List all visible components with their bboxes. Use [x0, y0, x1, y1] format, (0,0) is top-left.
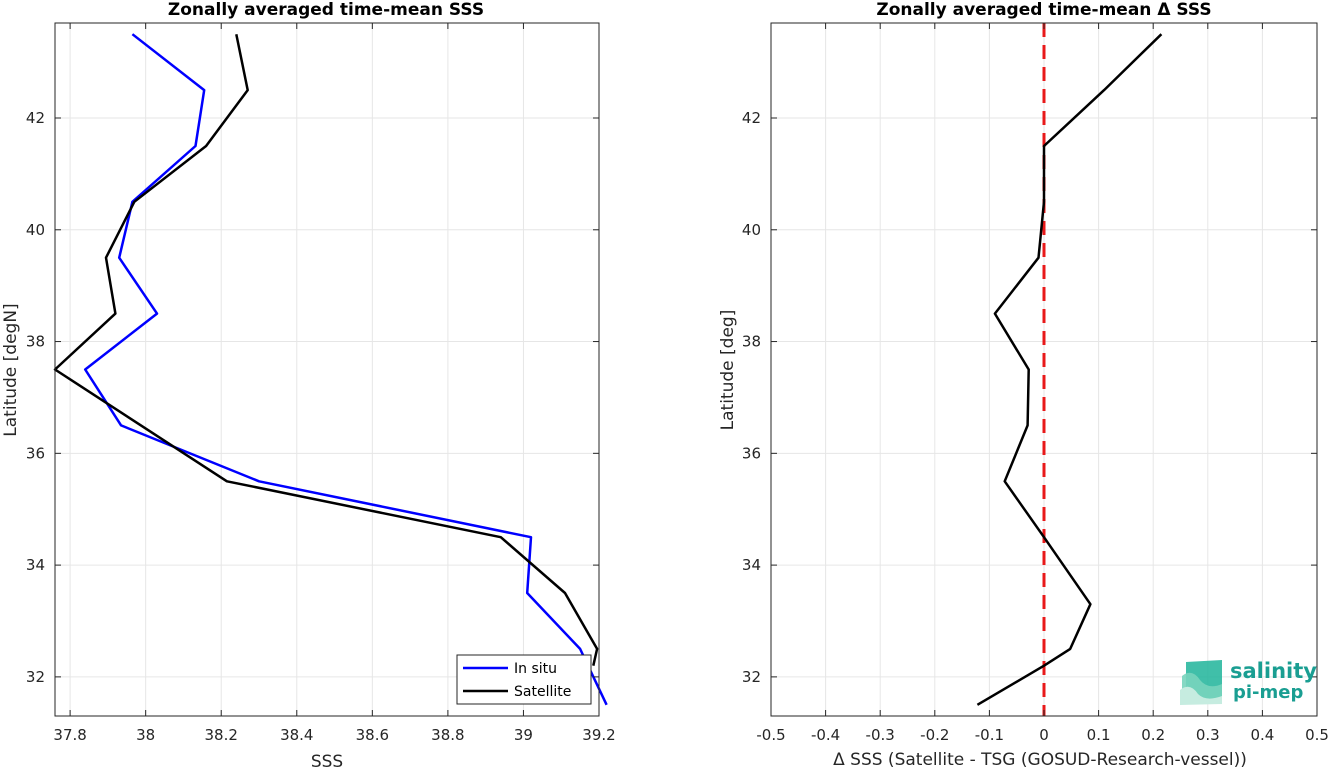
y-tick-label: 36 [742, 444, 761, 462]
sss-series-group [53, 33, 608, 706]
x-tick-label: 39 [514, 726, 533, 744]
x-tick-label: 0.5 [1305, 726, 1329, 744]
y-tick-label: 34 [742, 556, 761, 574]
delta-y-label: Latitude [deg] [718, 310, 738, 431]
y-tick-label: 42 [742, 109, 761, 127]
sss-panel-title: Zonally averaged time-mean SSS [168, 0, 484, 20]
x-tick-label: -0.4 [811, 726, 840, 744]
delta-sss-panel-title: Zonally averaged time-mean Δ SSS [876, 0, 1211, 20]
y-tick-label: 40 [26, 221, 45, 239]
x-tick-label: 38.2 [205, 726, 238, 744]
x-tick-label: 38.4 [280, 726, 313, 744]
x-tick-label: 0.3 [1196, 726, 1220, 744]
x-tick-label: 38.8 [431, 726, 464, 744]
x-tick-label: -0.1 [975, 726, 1004, 744]
y-tick-label: 32 [26, 668, 45, 686]
delta-sss-panel: Zonally averaged time-mean Δ SSS -0.5 -0.… [718, 0, 1329, 769]
y-tick-label: 36 [26, 444, 45, 462]
y-tick-label: 40 [742, 221, 761, 239]
sss-axes-box [54, 22, 600, 717]
delta-x-label: Δ SSS (Satellite - TSG (GOSUD-Research-v… [833, 750, 1247, 769]
x-tick-label: 37.8 [53, 726, 86, 744]
logo-shape-front [1180, 686, 1222, 705]
sss-grid [55, 23, 600, 716]
y-tick-label: 38 [26, 333, 45, 351]
sss-x-label: SSS [311, 752, 343, 769]
legend-label-in-situ: In situ [514, 661, 557, 677]
delta-series-group [976, 33, 1163, 706]
series-line-satellite [53, 33, 599, 666]
sss-panel: Zonally averaged time-mean SSS 37.8 38 38.… [1, 0, 616, 769]
x-tick-label: -0.2 [920, 726, 949, 744]
delta-sss-series-line [976, 33, 1163, 706]
logo-text-pimep: pi-mep [1233, 682, 1303, 703]
legend-box [456, 654, 592, 705]
x-tick-label: 0.1 [1087, 726, 1111, 744]
delta-ticks: -0.5 -0.4 -0.3 -0.2 -0.1 0 0.1 0.2 0.3 0.4 0.5 32 34… [742, 23, 1329, 744]
y-tick-label: 32 [742, 668, 761, 686]
x-tick-label: 0 [1039, 726, 1049, 744]
x-tick-label: 38.6 [356, 726, 389, 744]
x-tick-label: 0.2 [1141, 726, 1165, 744]
legend-label-satellite: Satellite [514, 684, 571, 700]
sss-ticks: 37.8 38 38.2 38.4 38.6 38.8 39 39.2 32 34 36 38 40 42 [26, 23, 616, 744]
series-line-in-situ [83, 33, 608, 706]
y-tick-label: 34 [26, 556, 45, 574]
sss-legend: In situ Satellite [456, 654, 592, 705]
x-tick-label: -0.3 [866, 726, 895, 744]
x-tick-label: -0.5 [756, 726, 785, 744]
y-tick-label: 42 [26, 109, 45, 127]
x-tick-label: 38 [136, 726, 155, 744]
salinity-pimep-logo: salinity pi-mep [1180, 659, 1317, 705]
x-tick-label: 0.4 [1250, 726, 1274, 744]
sss-y-label: Latitude [degN] [1, 303, 21, 436]
logo-text-salinity: salinity [1230, 659, 1317, 683]
x-tick-label: 39.2 [582, 726, 615, 744]
delta-grid [770, 23, 1318, 716]
y-tick-label: 38 [742, 333, 761, 351]
